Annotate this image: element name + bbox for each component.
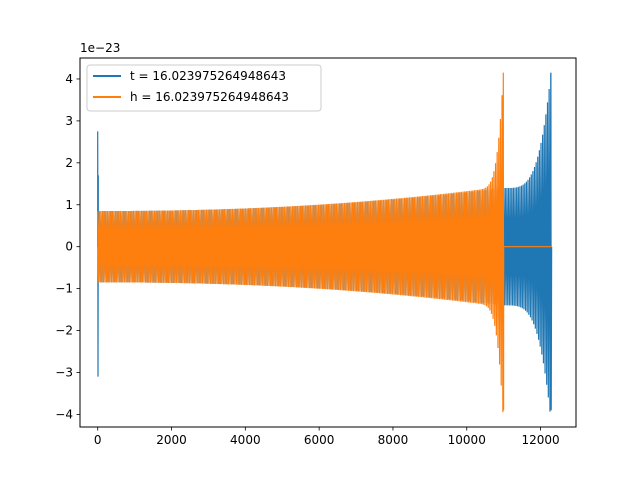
plot-area: [97, 72, 553, 413]
y-tick-label: −1: [55, 282, 73, 296]
x-tick-label: 4000: [230, 433, 261, 447]
y-offset-text: 1e−23: [80, 41, 120, 55]
y-axis: −4 −3 −2 −1 0 1 2 3 4: [55, 72, 80, 421]
y-tick-label: 3: [65, 114, 73, 128]
y-tick-label: 1: [65, 198, 73, 212]
x-tick-label: 10000: [448, 433, 486, 447]
y-tick-label: 2: [65, 156, 73, 170]
y-tick-label: −4: [55, 407, 73, 421]
x-tick-label: 6000: [304, 433, 335, 447]
x-tick-label: 0: [94, 433, 102, 447]
axes-frame: [79, 57, 577, 428]
x-axis: 0 2000 4000 6000 8000 10000 12000: [94, 427, 560, 447]
x-tick-label: 12000: [521, 433, 559, 447]
legend: t = 16.023975264948643 h = 16.0239752649…: [86, 64, 322, 112]
legend-label-t: t = 16.023975264948643: [130, 69, 286, 83]
x-tick-label: 2000: [156, 433, 187, 447]
y-tick-label: −2: [55, 324, 73, 338]
y-tick-label: −3: [55, 365, 73, 379]
series-h-line: [97, 72, 552, 413]
y-tick-label: 4: [65, 72, 73, 86]
y-tick-label: 0: [65, 240, 73, 254]
legend-box: [86, 64, 322, 112]
legend-label-h: h = 16.023975264948643: [130, 90, 289, 104]
x-tick-label: 8000: [378, 433, 409, 447]
